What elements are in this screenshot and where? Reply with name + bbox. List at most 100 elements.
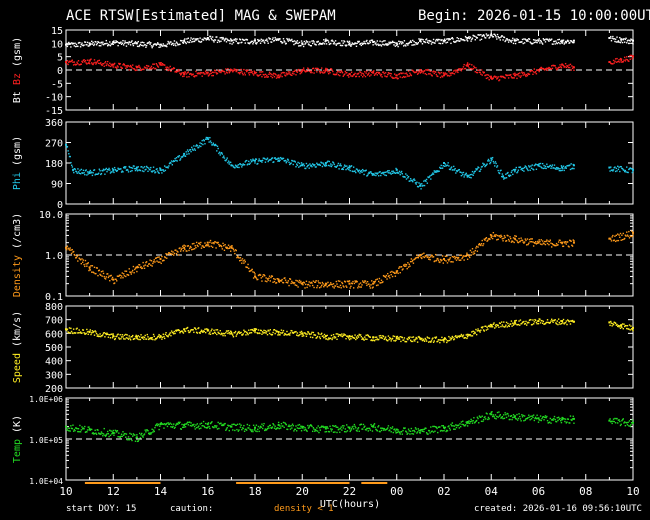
data-point xyxy=(86,265,88,267)
data-point xyxy=(555,242,558,245)
data-point xyxy=(121,42,123,44)
data-point xyxy=(417,72,419,74)
data-point xyxy=(512,77,514,79)
data-point xyxy=(196,332,199,334)
data-point xyxy=(234,332,236,334)
data-point xyxy=(229,38,232,40)
data-point xyxy=(524,238,527,240)
data-point xyxy=(242,333,244,335)
data-point xyxy=(451,335,454,338)
data-point xyxy=(277,278,280,281)
data-point xyxy=(191,38,194,40)
data-point xyxy=(243,259,246,261)
data-point xyxy=(528,238,531,241)
data-point xyxy=(439,426,441,428)
data-point xyxy=(198,327,200,329)
data-point xyxy=(287,40,290,42)
data-point xyxy=(300,44,302,47)
data-point xyxy=(340,165,342,167)
data-point xyxy=(484,239,486,241)
data-point xyxy=(629,329,631,331)
data-point xyxy=(475,36,477,38)
data-point xyxy=(183,246,186,249)
data-point xyxy=(254,428,256,430)
data-point xyxy=(298,334,301,336)
data-point xyxy=(234,330,237,333)
data-point xyxy=(616,170,618,172)
data-point xyxy=(172,251,174,253)
data-point xyxy=(449,429,451,431)
data-point xyxy=(268,37,270,39)
data-point xyxy=(240,424,242,426)
data-point xyxy=(342,334,344,337)
data-point xyxy=(528,166,531,168)
data-point xyxy=(531,70,533,72)
data-point xyxy=(569,320,571,322)
data-point xyxy=(398,337,400,339)
data-point xyxy=(203,330,205,333)
data-point xyxy=(204,73,206,75)
data-point xyxy=(77,62,79,65)
data-point xyxy=(534,71,536,74)
data-point xyxy=(261,427,264,430)
data-point xyxy=(380,336,383,339)
data-point xyxy=(415,257,417,259)
data-point xyxy=(301,70,303,72)
data-point xyxy=(455,256,457,258)
data-point xyxy=(460,333,463,336)
data-point xyxy=(396,77,398,79)
data-point xyxy=(547,240,549,242)
data-point xyxy=(292,163,294,166)
data-point xyxy=(437,75,439,78)
data-point xyxy=(473,252,476,255)
data-point xyxy=(464,39,466,42)
data-point xyxy=(120,41,122,43)
data-point xyxy=(503,235,506,237)
data-point xyxy=(342,75,344,77)
data-point xyxy=(563,241,565,243)
data-point xyxy=(313,164,315,167)
data-point xyxy=(413,40,415,43)
data-point xyxy=(371,339,374,342)
data-point xyxy=(524,38,527,40)
data-point xyxy=(302,427,304,429)
data-point xyxy=(139,67,142,69)
data-point xyxy=(564,167,566,169)
data-point xyxy=(241,164,244,166)
data-point xyxy=(478,69,480,71)
data-point xyxy=(617,40,620,42)
data-point xyxy=(480,38,483,41)
data-point xyxy=(414,179,416,182)
data-point xyxy=(369,429,372,431)
data-point xyxy=(221,38,224,40)
data-point xyxy=(271,38,274,41)
data-point xyxy=(244,330,246,333)
data-point xyxy=(390,173,392,175)
data-point xyxy=(268,71,271,74)
data-point xyxy=(377,426,379,428)
data-point xyxy=(554,65,556,67)
data-point xyxy=(452,169,454,171)
data-point xyxy=(248,72,250,74)
data-point xyxy=(181,247,183,250)
data-point xyxy=(140,41,142,44)
data-point xyxy=(248,424,251,427)
data-point xyxy=(540,40,542,43)
data-point xyxy=(346,71,348,74)
data-point xyxy=(106,63,108,65)
data-point xyxy=(186,72,189,74)
data-point xyxy=(282,421,285,424)
data-point xyxy=(521,71,523,73)
data-point xyxy=(211,36,214,38)
data-point xyxy=(447,340,449,342)
data-point xyxy=(292,424,294,427)
data-point xyxy=(103,275,105,278)
data-point xyxy=(317,280,319,282)
data-point xyxy=(457,37,460,40)
data-point xyxy=(95,63,97,65)
data-point xyxy=(467,334,470,336)
data-point xyxy=(310,70,312,72)
data-point xyxy=(455,259,458,261)
data-point xyxy=(380,279,383,281)
data-point xyxy=(104,173,106,175)
